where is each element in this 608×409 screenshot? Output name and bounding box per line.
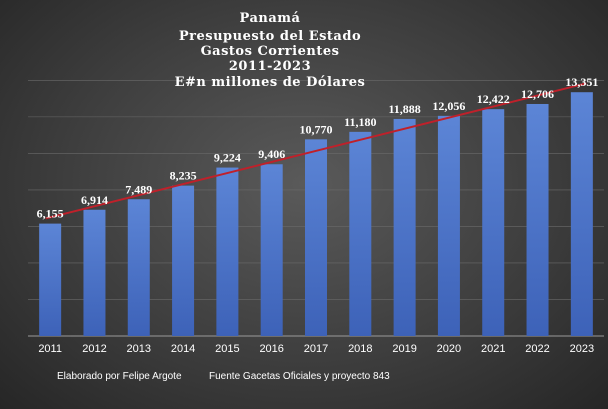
bar-2011 [39,223,62,336]
bar-2013 [127,199,150,336]
data-label-2016: 9,406 [258,147,285,161]
footer-author: Elaborado por Felipe Argote [57,371,182,382]
bar-2015 [216,167,239,336]
data-label-2022: 12,706 [521,87,554,101]
title-line-3: Gastos Corrientes [201,44,340,59]
title-line-4: 2011-2023 [229,59,311,74]
x-tick-2022: 2022 [525,343,549,355]
data-label-2018: 11,180 [344,115,376,129]
bar-2012 [83,209,106,336]
chart-title: Panamá Presupuesto del Estado Gastos Cor… [175,11,366,90]
data-label-2011: 6,155 [37,207,64,221]
bar-2017 [305,139,327,336]
bar-2022 [526,103,549,337]
data-label-2015: 9,224 [214,151,241,165]
bar-2019 [393,118,416,337]
data-label-2014: 8,235 [170,169,197,183]
x-tick-2023: 2023 [570,343,594,355]
trendline-layer [45,82,587,220]
x-tick-2020: 2020 [437,343,461,355]
bar-2023 [570,92,593,336]
x-tick-2016: 2016 [259,343,283,355]
trendline [45,82,587,220]
bar-2016 [260,164,283,336]
bar-2020 [437,115,460,336]
x-tick-2015: 2015 [215,343,239,355]
data-label-2019: 11,888 [388,102,420,116]
title-line-2: Presupuesto del Estado [179,29,361,44]
x-tick-2019: 2019 [392,343,416,355]
data-label-2017: 10,770 [300,122,333,136]
bar-2014 [172,185,195,336]
title-line-1: Panamá [240,11,301,26]
x-tick-2014: 2014 [171,343,195,355]
x-tick-2017: 2017 [304,343,328,355]
data-label-2013: 7,489 [125,182,152,196]
bar-2018 [349,131,372,336]
bar-2021 [482,109,505,336]
data-label-2023: 13,351 [565,75,598,89]
x-tick-2012: 2012 [82,343,106,355]
data-label-2021: 12,422 [477,92,510,106]
footer-source: Fuente Gacetas Oficiales y proyecto 843 [209,371,390,382]
x-tick-2021: 2021 [481,343,505,355]
data-label-2020: 12,056 [432,99,465,113]
x-axis-ticks: 2011 2012 2013 2014 2015 2016 2017 2018 2019 2020… [38,343,594,355]
bars [39,92,593,337]
x-tick-2013: 2013 [127,343,151,355]
x-tick-2018: 2018 [348,343,372,355]
data-label-2012: 6,914 [81,193,108,207]
data-labels: 6,155 6,914 7,489 8,235 9,224 9,406 10,770 11,1… [37,75,599,220]
title-line-5: E#n millones de Dólares [175,75,366,90]
x-tick-2011: 2011 [38,343,62,355]
